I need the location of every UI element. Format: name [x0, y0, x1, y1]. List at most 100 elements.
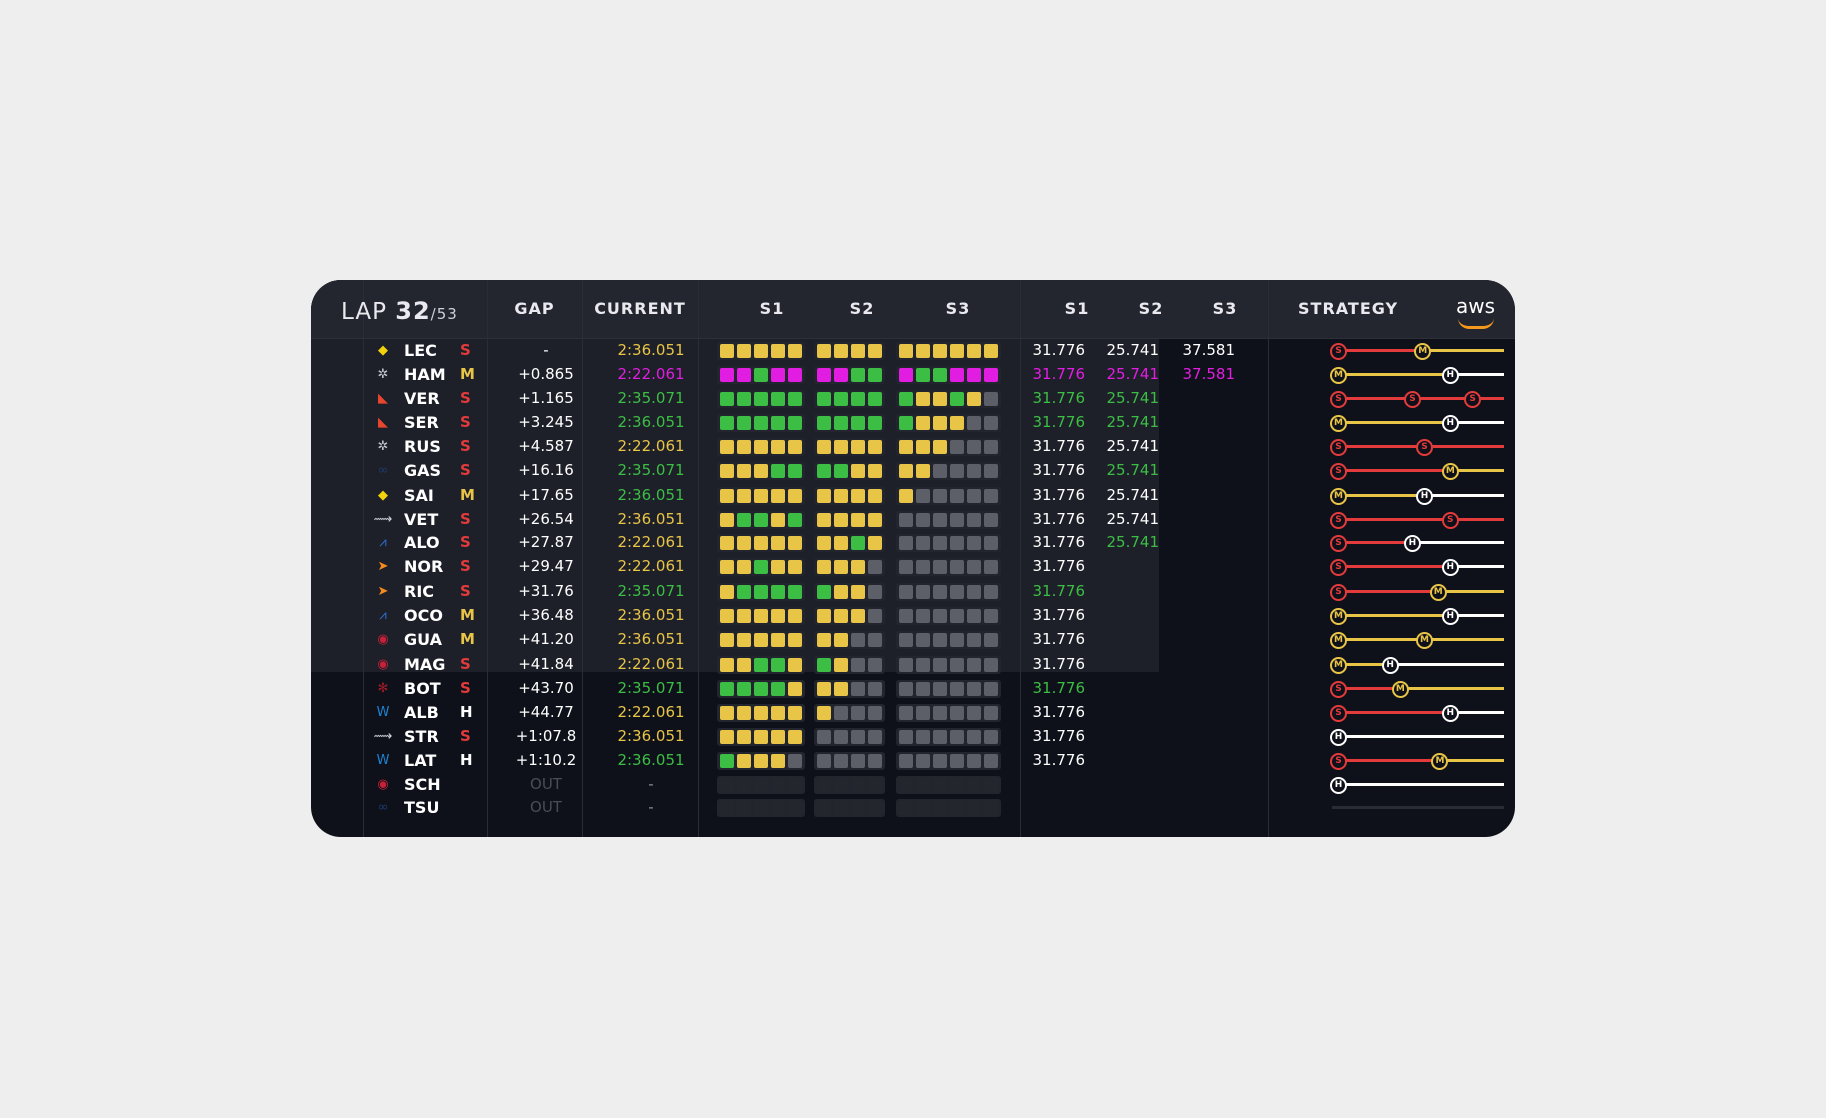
driver-row[interactable]: ∞ TSU OUT -	[311, 796, 1515, 819]
tyre-stint-marker: M	[1330, 632, 1347, 649]
mini-sector-cell	[899, 609, 913, 623]
mini-sector-cell	[933, 585, 947, 599]
driver-row[interactable]: ✻ BOT S +43.70 2:35.071 31.776 S M	[311, 677, 1515, 700]
mini-sector-cell	[737, 513, 751, 527]
driver-row[interactable]: ◣ SER S +3.245 2:36.051 31.776 25.741 M H	[311, 411, 1515, 434]
mini-sector-cell	[720, 730, 734, 744]
driver-row[interactable]: ⩘ OCO M +36.48 2:36.051 31.776 M H	[311, 604, 1515, 627]
mini-sector-cell	[967, 754, 981, 768]
driver-row[interactable]: ◆ SAI M +17.65 2:36.051 31.776 25.741 M H	[311, 484, 1515, 507]
strategy-timeline: H	[1330, 773, 1504, 796]
mclaren-icon: ➤	[377, 559, 389, 574]
mini-sector-cell	[950, 416, 964, 430]
mini-sector-cell	[984, 706, 998, 720]
driver-row[interactable]: ◆ LEC S -2:36.051 31.776 25.741 37.581 S M	[311, 339, 1515, 362]
sector2-minisectors	[814, 752, 885, 770]
driver-row[interactable]: ◣ VER S +1.165 2:35.071 31.776 25.741 S S S	[311, 387, 1515, 410]
sector3-minisectors	[896, 680, 1001, 698]
mini-sector-cell	[851, 585, 865, 599]
gap-value: +41.84	[518, 655, 574, 673]
mini-sector-cell	[868, 513, 882, 527]
mini-sector-cell	[868, 440, 882, 454]
best-s1-time: 31.776	[1032, 510, 1086, 528]
mini-sector-cell	[950, 754, 964, 768]
current-lap-time: 2:36.051	[617, 630, 685, 648]
mini-sector-cell	[899, 344, 913, 358]
best-s1-time: 31.776	[1032, 533, 1086, 551]
mini-sector-cell	[933, 682, 947, 696]
driver-row[interactable]: ⩘ ALO S +27.87 2:22.061 31.776 25.741 S H	[311, 531, 1515, 554]
mini-sector-cell	[737, 344, 751, 358]
driver-row[interactable]: ➤ RIC S +31.76 2:35.071 31.776 S M	[311, 580, 1515, 603]
sector2-minisectors	[814, 704, 885, 722]
mini-sector-cell	[720, 489, 734, 503]
mini-sector-cell	[967, 585, 981, 599]
best-s2-time: 25.741	[1106, 365, 1160, 383]
stint-segment	[1332, 663, 1384, 666]
driver-row[interactable]: ◉ GUA M +41.20 2:36.051 31.776 M M	[311, 628, 1515, 651]
tyre-compound: M	[460, 365, 475, 383]
stint-segment	[1332, 541, 1406, 544]
mini-sector-cell	[868, 560, 882, 574]
mini-sector-cell	[737, 416, 751, 430]
sector1-minisectors	[717, 656, 805, 674]
mini-sector-cell	[771, 585, 785, 599]
mini-sector-cell	[916, 536, 930, 550]
mini-sector-cell	[737, 392, 751, 406]
mini-sector-cell	[788, 440, 802, 454]
ferrari-icon: ◆	[378, 488, 388, 503]
mini-sector-cell	[817, 633, 831, 647]
mini-sector-cell	[984, 730, 998, 744]
divider	[487, 280, 488, 837]
mini-sector-cell	[950, 585, 964, 599]
mini-sector-cell	[720, 633, 734, 647]
mini-sector-cell	[788, 585, 802, 599]
mini-sector-cell	[754, 658, 768, 672]
sector3-minisectors	[896, 462, 1001, 480]
best-s1-time: 31.776	[1032, 679, 1086, 697]
driver-row[interactable]: ◉ MAG S +41.84 2:22.061 31.776 M H	[311, 653, 1515, 676]
mini-sector-cell	[899, 513, 913, 527]
mini-sector-cell	[771, 392, 785, 406]
tyre-compound: S	[460, 679, 471, 697]
tyre-stint-marker: M	[1416, 632, 1433, 649]
driver-row[interactable]: ➤ NOR S +29.47 2:22.061 31.776 S H	[311, 555, 1515, 578]
mini-sector-cell	[754, 489, 768, 503]
mini-sector-cell	[933, 754, 947, 768]
mini-sector-cell	[950, 464, 964, 478]
mini-sector-cell	[834, 754, 848, 768]
tyre-stint-marker: S	[1330, 681, 1347, 698]
driver-row[interactable]: W LAT H +1:10.2 2:36.051 31.776 S M	[311, 749, 1515, 772]
sector1-minisectors	[717, 680, 805, 698]
mini-sector-cell	[720, 464, 734, 478]
gap-value: +0.865	[518, 365, 574, 383]
best-s3-time: 37.581	[1182, 365, 1236, 383]
mini-sector-cell	[899, 416, 913, 430]
driver-row[interactable]: ∞ GAS S +16.16 2:35.071 31.776 25.741 S M	[311, 459, 1515, 482]
driver-row[interactable]: W ALB H +44.77 2:22.061 31.776 S H	[311, 701, 1515, 724]
stint-segment	[1393, 687, 1504, 690]
current-lap-time: 2:22.061	[617, 703, 685, 721]
sector3-minisectors	[896, 366, 1001, 384]
driver-row[interactable]: ◉ SCH OUT - H	[311, 773, 1515, 796]
driver-code: TSU	[404, 798, 440, 817]
ferrari-icon: ◆	[378, 343, 388, 358]
mini-sector-cell	[984, 658, 998, 672]
driver-row[interactable]: ✲ RUS S +4.587 2:22.061 31.776 25.741 S S	[311, 435, 1515, 458]
alfaromeo-icon: ✻	[377, 681, 389, 696]
driver-row[interactable]: ⟿ VET S +26.54 2:36.051 31.776 25.741 S S	[311, 508, 1515, 531]
tyre-stint-marker: H	[1441, 608, 1459, 625]
mini-sector-cell	[817, 801, 831, 815]
mini-sector-cell	[868, 344, 882, 358]
best-s2-time: 25.741	[1106, 437, 1160, 455]
driver-row[interactable]: ⟿ STR S +1:07.8 2:36.051 31.776 H	[311, 725, 1515, 748]
mini-sector-cell	[899, 754, 913, 768]
tyre-stint-marker: H	[1330, 777, 1347, 794]
driver-row[interactable]: ✲ HAM M +0.865 2:22.061 31.776 25.741 37.581 M H	[311, 363, 1515, 386]
tyre-stint-marker: H	[1403, 535, 1421, 552]
stint-segment	[1332, 687, 1394, 690]
